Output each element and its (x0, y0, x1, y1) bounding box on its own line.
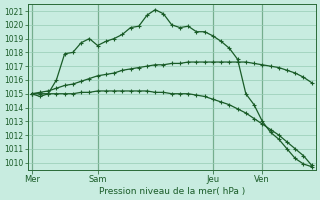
X-axis label: Pression niveau de la mer( hPa ): Pression niveau de la mer( hPa ) (99, 187, 245, 196)
